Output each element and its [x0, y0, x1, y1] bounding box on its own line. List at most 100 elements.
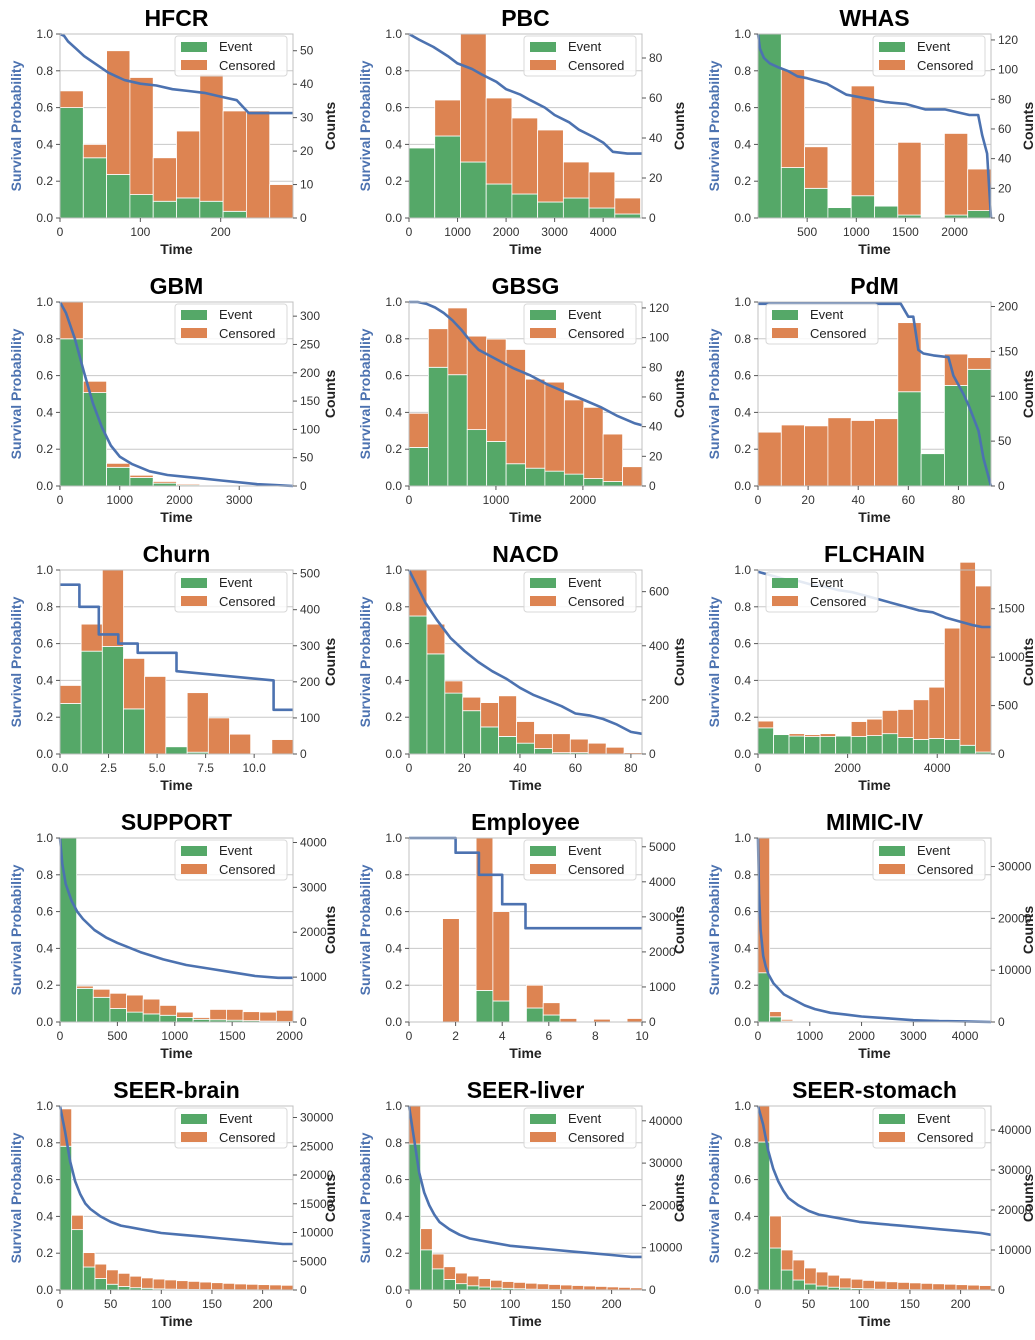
chart-title: FLCHAIN [824, 541, 925, 567]
y-right-tick-label: 200 [300, 366, 320, 380]
x-tick-label: 500 [107, 1029, 127, 1043]
y-left-tick-label: 1.0 [36, 27, 53, 41]
x-tick-label: 40 [513, 761, 527, 775]
censored-bar [258, 1285, 270, 1290]
y-left-axis-label: Survival Probability [8, 328, 24, 459]
x-tick-label: 50 [104, 1297, 118, 1311]
x-axis-label: Time [858, 241, 891, 257]
censored-bar [409, 413, 428, 447]
chart-title: Churn [143, 541, 211, 567]
event-bar [770, 1017, 782, 1022]
y-right-tick-label: 0 [649, 479, 656, 493]
censored-bar [603, 434, 622, 481]
y-left-axis-label: Survival Probability [357, 328, 373, 459]
y-left-tick-label: 0.8 [734, 64, 751, 78]
censored-bar [781, 1019, 793, 1021]
event-bar [526, 468, 545, 486]
censored-bar [463, 697, 481, 711]
x-tick-label: 7.5 [197, 761, 214, 775]
censored-bar [276, 1010, 293, 1021]
y-left-tick-label: 0.4 [36, 673, 53, 687]
legend-censored-swatch [530, 60, 556, 70]
legend-censored-swatch [530, 1132, 556, 1142]
event-bar [60, 703, 81, 754]
y-right-tick-label: 400 [300, 603, 320, 617]
x-tick-label: 150 [900, 1297, 920, 1311]
y-right-tick-label: 4000 [300, 835, 327, 849]
legend-censored-label: Censored [219, 326, 275, 341]
x-tick-label: 4000 [924, 761, 951, 775]
x-tick-label: 20 [801, 493, 815, 507]
y-left-axis-label: Survival Probability [357, 1132, 373, 1263]
x-tick-label: 3000 [226, 493, 253, 507]
y-left-tick-label: 0.8 [36, 332, 53, 346]
y-left-tick-label: 0.6 [385, 369, 402, 383]
censored-bar [130, 475, 153, 477]
y-left-tick-label: 0.8 [36, 1136, 53, 1150]
legend-censored-label: Censored [568, 594, 624, 609]
censored-bar [514, 1282, 526, 1288]
event-bar [421, 1250, 433, 1290]
event-bar [77, 988, 94, 1022]
event-bar [898, 392, 921, 486]
y-right-tick-label: 200 [649, 693, 669, 707]
event-bar [60, 108, 83, 218]
censored-bar [543, 1003, 560, 1015]
chart-title: WHAS [839, 5, 909, 31]
y-right-tick-label: 500 [300, 567, 320, 581]
censored-bar [898, 142, 921, 215]
legend-event-label: Event [568, 307, 602, 322]
y-right-tick-label: 20 [649, 449, 663, 463]
y-left-tick-label: 1.0 [385, 27, 402, 41]
y-left-tick-label: 0.2 [734, 978, 751, 992]
y-left-tick-label: 0.8 [734, 600, 751, 614]
x-tick-label: 5.0 [149, 761, 166, 775]
event-bar [130, 478, 153, 486]
event-bar [615, 214, 641, 218]
censored-bar [805, 147, 828, 189]
event-bar [428, 367, 447, 486]
legend-censored-swatch [530, 864, 556, 874]
censored-bar [607, 1287, 619, 1290]
x-tick-label: 4 [499, 1029, 506, 1043]
x-tick-label: 200 [253, 1297, 273, 1311]
y-left-tick-label: 0.2 [734, 710, 751, 724]
censored-bar [758, 432, 781, 486]
y-left-tick-label: 0.2 [734, 1246, 751, 1260]
event-bar [898, 738, 914, 754]
y-right-tick-label: 0 [300, 1015, 307, 1029]
censored-bar [793, 1021, 805, 1022]
y-right-tick-label: 100 [649, 331, 669, 345]
legend-censored-label: Censored [219, 594, 275, 609]
y-right-tick-label: 0 [998, 211, 1005, 225]
censored-bar [913, 700, 929, 740]
censored-bar [223, 1283, 235, 1289]
censored-bar [875, 419, 898, 486]
chart-title: MIMIC-IV [826, 809, 924, 835]
x-axis-label: Time [509, 1313, 542, 1329]
event-bar [493, 1001, 510, 1022]
event-bar [123, 709, 144, 754]
event-bar [774, 735, 790, 754]
y-right-tick-label: 40000 [649, 1114, 683, 1128]
censored-bar [200, 485, 223, 486]
censored-bar [944, 1284, 956, 1290]
y-right-tick-label: 50 [998, 434, 1012, 448]
event-bar [160, 1015, 177, 1022]
y-left-tick-label: 0.6 [734, 369, 751, 383]
y-right-tick-label: 10000 [300, 1226, 334, 1240]
y-left-tick-label: 0.4 [734, 1209, 751, 1223]
censored-bar [177, 1012, 194, 1017]
y-right-tick-label: 250 [300, 337, 320, 351]
y-right-tick-label: 30000 [998, 860, 1032, 874]
censored-bar [898, 1282, 910, 1289]
event-bar [820, 737, 836, 754]
y-right-tick-label: 60 [649, 390, 663, 404]
y-right-tick-label: 80 [998, 92, 1012, 106]
y-left-tick-label: 1.0 [36, 1099, 53, 1113]
x-tick-label: 100 [500, 1297, 520, 1311]
legend-event-swatch [530, 310, 556, 320]
